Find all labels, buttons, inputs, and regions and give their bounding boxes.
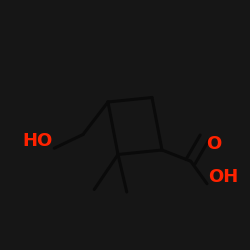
Text: O: O: [206, 135, 221, 153]
Text: HO: HO: [22, 132, 52, 150]
Text: OH: OH: [208, 168, 238, 186]
